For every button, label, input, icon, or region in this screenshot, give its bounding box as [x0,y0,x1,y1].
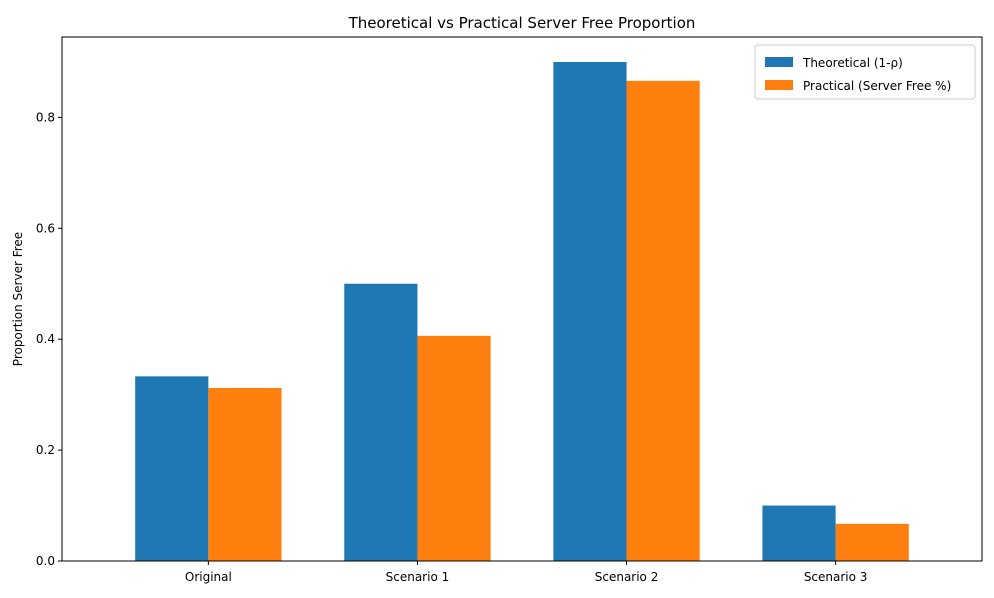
bar-theoretical-0 [135,376,209,561]
bar-practical-1 [417,335,491,561]
y-axis: 0.0 0.2 0.4 0.6 0.8 [36,110,62,568]
bar-practical-3 [835,523,909,561]
bar-theoretical-3 [762,505,836,561]
bar-practical-2 [626,80,700,561]
plot-frame [61,36,983,562]
legend-swatch-theoretical [765,57,793,67]
x-tick-label: Scenario 3 [804,570,868,584]
y-tick-label: 0.0 [36,554,55,568]
bar-theoretical-1 [344,283,418,561]
legend-frame [754,44,976,100]
x-tick-label: Scenario 1 [386,570,450,584]
y-tick-label: 0.4 [36,332,55,346]
bars-group [135,61,909,561]
legend-label-theoretical: Theoretical (1-ρ) [802,56,903,70]
legend-swatch-practical [765,80,793,90]
bar-theoretical-2 [553,61,627,561]
y-axis-label: Proportion Server Free [11,232,25,366]
y-tick-label: 0.8 [36,110,55,124]
x-tick-label: Original [185,570,232,584]
legend: Theoretical (1-ρ) Practical (Server Free … [754,44,976,100]
chart-title: Theoretical vs Practical Server Free Pro… [348,14,696,32]
y-tick-label: 0.2 [36,443,55,457]
legend-label-practical: Practical (Server Free %) [803,79,951,93]
bar-practical-0 [208,388,282,561]
x-axis: Original Scenario 1 Scenario 2 Scenario 3 [185,561,868,584]
y-tick-label: 0.6 [36,221,55,235]
x-tick-label: Scenario 2 [595,570,659,584]
